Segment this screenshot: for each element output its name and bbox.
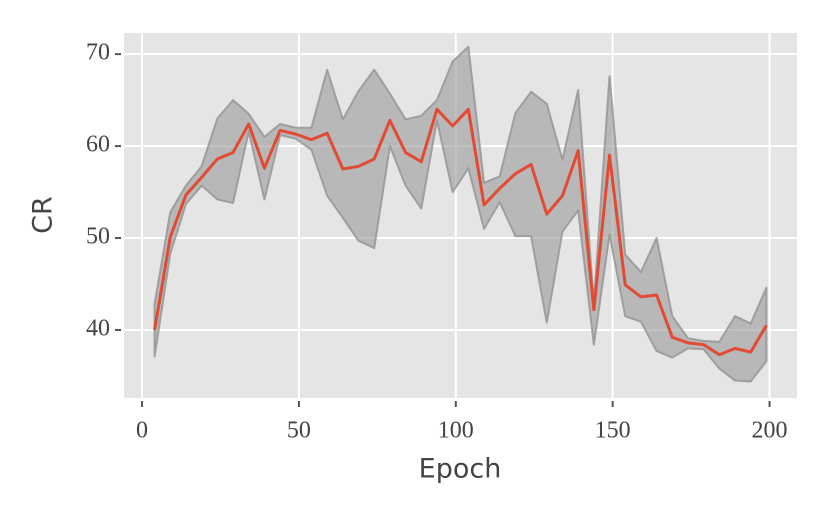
y-axis-label: CR [28, 196, 59, 234]
x-tick-label: 50 [287, 418, 311, 444]
x-axis-label: Epoch [419, 454, 502, 485]
mean-line [153, 107, 768, 357]
x-tick-label: 150 [595, 418, 631, 444]
x-tick-label: 100 [438, 418, 474, 444]
x-tick-label: 200 [752, 418, 788, 444]
y-tick-label: 50 [86, 224, 110, 250]
confidence-band [153, 45, 768, 383]
y-tick-label: 70 [86, 40, 110, 66]
y-tick-label: 60 [86, 132, 110, 158]
x-tick-label: 0 [136, 418, 148, 444]
y-tick-label: 40 [86, 315, 110, 341]
